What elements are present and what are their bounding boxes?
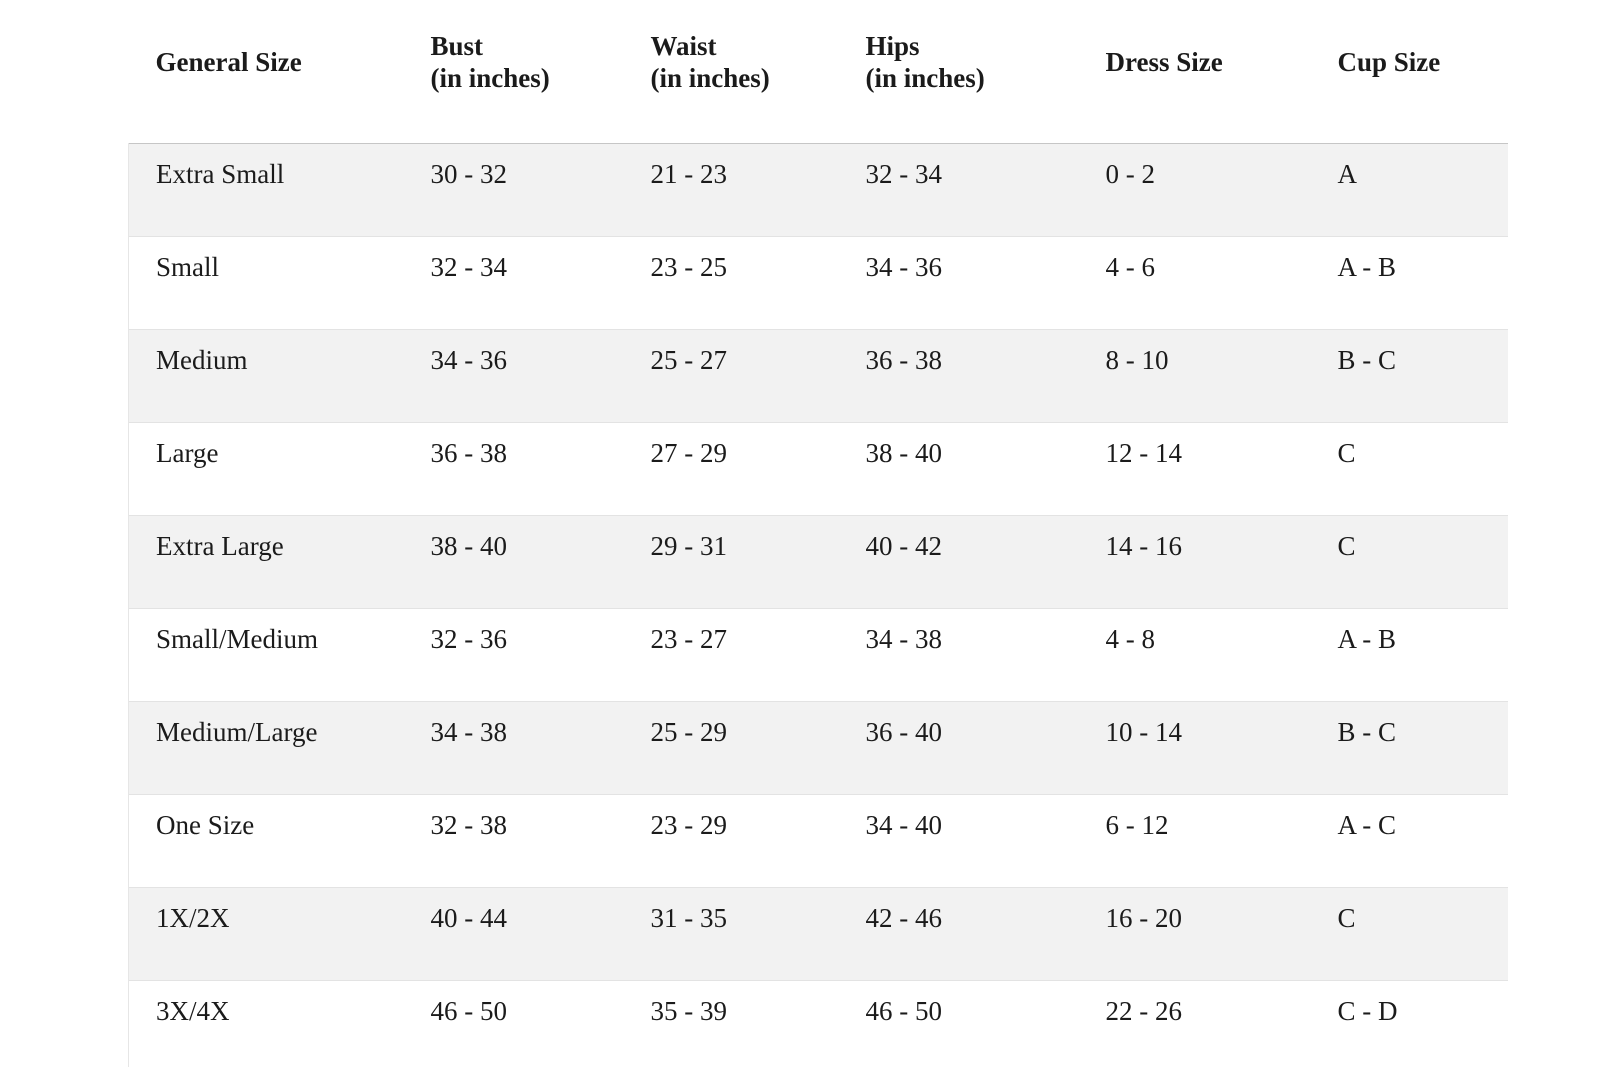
table-cell: 36 - 38 [865,344,943,375]
table-cell: 3X/4X [128,980,431,1067]
table-cell: 34 - 36 [865,251,943,282]
table-cell: 30 - 32 [430,158,508,189]
table-row: 1X/2X 40 - 44 31 - 35 42 - 46 16 - 20 C [128,887,1508,980]
table-row: Medium 34 - 36 25 - 27 36 - 38 8 - 10 B - C [128,329,1508,422]
table-cell: One Size [128,794,431,887]
table-cell: 40 - 44 [430,902,508,933]
table-cell: 40 - 42 [865,530,943,561]
table-cell: 32 - 36 [430,623,508,654]
table-cell: 32 - 34 [865,158,943,189]
table-cell: 10 - 14 [1105,716,1183,747]
table-cell: B - C [1337,344,1397,375]
table-cell: Small/Medium [128,608,431,701]
column-header-label: Cup Size [1337,47,1441,78]
table-cell: 23 - 25 [650,251,728,282]
table-cell: 38 - 40 [865,437,943,468]
table-cell: 36 - 40 [865,716,943,747]
column-header-label: Waist [650,31,717,62]
column-header-sublabel: (in inches) [865,63,985,94]
column-header-sublabel: (in inches) [650,63,770,94]
table-cell: 38 - 40 [430,530,508,561]
table-cell: 34 - 40 [865,809,943,840]
table-cell: A [1337,158,1358,189]
table-cell: Small [128,236,431,329]
table-row: Medium/Large 34 - 38 25 - 29 36 - 40 10 - 14… [128,701,1508,794]
table-cell: 8 - 10 [1105,344,1169,375]
table-cell: Extra Small [128,143,431,236]
table-cell: 0 - 2 [1105,158,1156,189]
table-cell: 31 - 35 [650,902,728,933]
table-cell: 25 - 27 [650,344,728,375]
column-header: Waist (in inches) [650,0,866,143]
table-cell: 42 - 46 [865,902,943,933]
table-cell: 29 - 31 [650,530,728,561]
table-cell: 32 - 34 [430,251,508,282]
table-cell: 34 - 36 [430,344,508,375]
table-cell: 22 - 26 [1105,995,1183,1026]
table-cell: 32 - 38 [430,809,508,840]
table-cell: A - B [1337,251,1397,282]
column-header: Bust (in inches) [430,0,651,143]
size-chart-table: General Size Bust (in inches) Waist (in inch… [128,0,1508,1067]
table-cell: Large [128,422,431,515]
table-cell: 16 - 20 [1105,902,1183,933]
table-cell: 27 - 29 [650,437,728,468]
column-header-label: Hips [865,31,920,62]
column-header: General Size [128,0,431,143]
table-cell: C [1337,902,1356,933]
column-header: Dress Size [1105,0,1338,143]
table-cell: 23 - 29 [650,809,728,840]
column-header-sublabel: (in inches) [430,63,550,94]
table-body: Extra Small 30 - 32 21 - 23 32 - 34 0 - 2 A Sm… [128,143,1508,1067]
table-header: General Size Bust (in inches) Waist (in inch… [128,0,1508,143]
table-cell: 25 - 29 [650,716,728,747]
header-row: General Size Bust (in inches) Waist (in inch… [128,0,1508,143]
table-cell: C [1337,437,1356,468]
table-cell: 34 - 38 [430,716,508,747]
table-cell: 4 - 8 [1105,623,1156,654]
table-cell: 1X/2X [128,887,431,980]
table-cell: 46 - 50 [865,995,943,1026]
table-cell: 6 - 12 [1105,809,1169,840]
column-header: Hips (in inches) [865,0,1106,143]
table-row: Extra Large 38 - 40 29 - 31 40 - 42 14 - 16 C [128,515,1508,608]
table-row: 3X/4X 46 - 50 35 - 39 46 - 50 22 - 26 C - D [128,980,1508,1067]
column-header-label: General Size [155,47,302,78]
table-cell: A - B [1337,623,1397,654]
table-row: Small/Medium 32 - 36 23 - 27 34 - 38 4 - 8 A … [128,608,1508,701]
table-cell: 36 - 38 [430,437,508,468]
table-cell: B - C [1337,716,1397,747]
table-cell: Medium [128,329,431,422]
table-cell: 23 - 27 [650,623,728,654]
column-header: Cup Size [1337,0,1508,143]
table-cell: 21 - 23 [650,158,728,189]
table-row: Extra Small 30 - 32 21 - 23 32 - 34 0 - 2 A [128,143,1508,236]
table-cell: 4 - 6 [1105,251,1156,282]
table-cell: C - D [1337,995,1398,1026]
column-header-label: Dress Size [1105,47,1223,78]
table-cell: 14 - 16 [1105,530,1183,561]
column-header-label: Bust [430,31,484,62]
table-cell: Medium/Large [128,701,431,794]
table-row: Small 32 - 34 23 - 25 34 - 36 4 - 6 A - B [128,236,1508,329]
table-cell: Extra Large [128,515,431,608]
table-cell: C [1337,530,1356,561]
table-cell: 46 - 50 [430,995,508,1026]
table-cell: 12 - 14 [1105,437,1183,468]
table-cell: 34 - 38 [865,623,943,654]
table-row: Large 36 - 38 27 - 29 38 - 40 12 - 14 C [128,422,1508,515]
table-row: One Size 32 - 38 23 - 29 34 - 40 6 - 12 A - C [128,794,1508,887]
table-cell: A - C [1337,809,1397,840]
table-cell: 35 - 39 [650,995,728,1026]
